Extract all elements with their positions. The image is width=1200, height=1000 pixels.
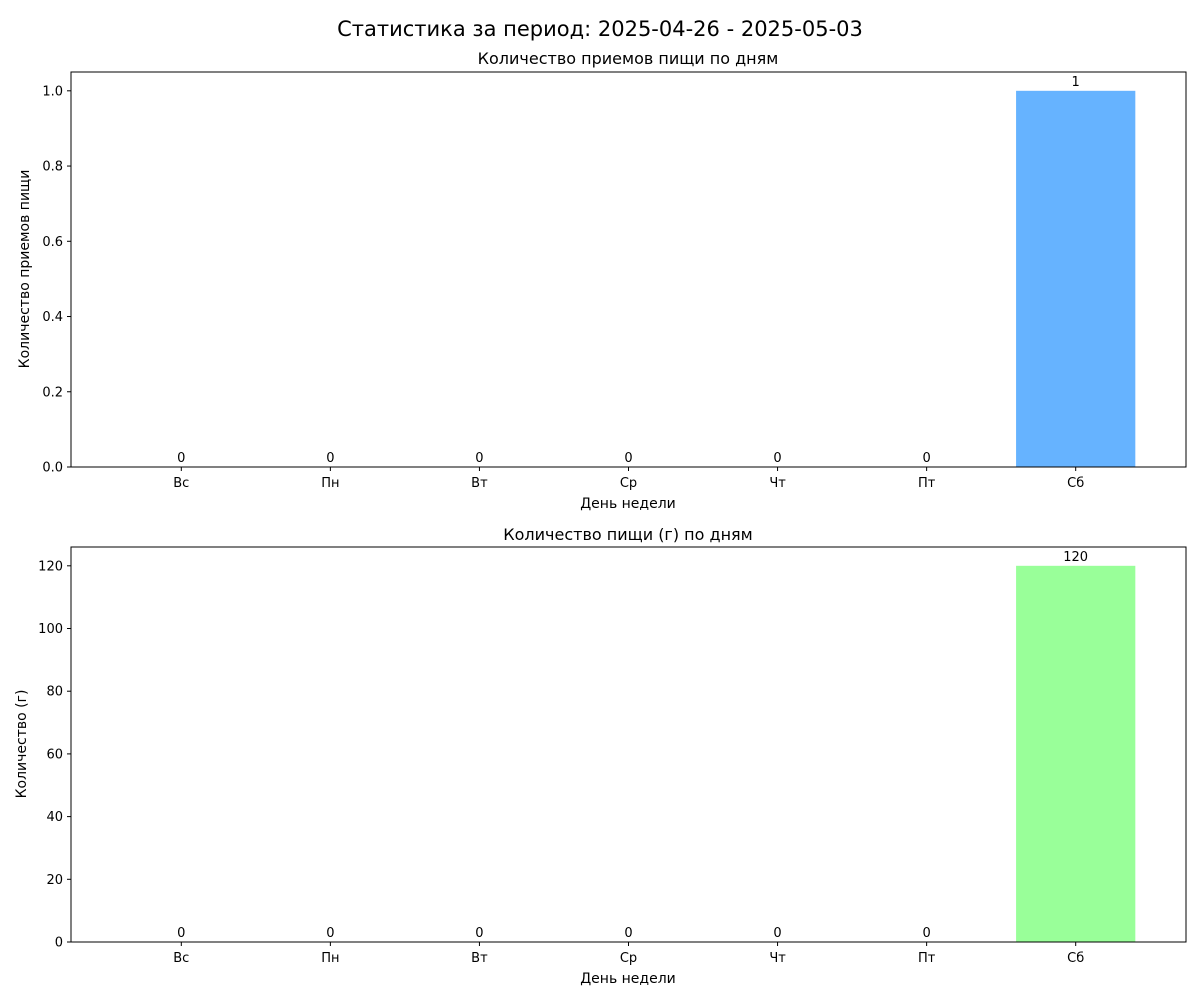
x-tick-label-2: Вт xyxy=(471,951,488,966)
y-axis-label: Количество (г) xyxy=(14,690,30,799)
bar-6 xyxy=(1016,565,1136,942)
data-label-4: 0 xyxy=(773,926,781,941)
x-tick-label-6: Сб xyxy=(1067,476,1084,491)
chart-title: Количество приемов пищи по дням xyxy=(478,49,779,68)
y-tick-label-1: 0.2 xyxy=(42,385,63,400)
data-label-3: 0 xyxy=(624,451,632,466)
data-label-0: 0 xyxy=(177,451,185,466)
x-tick-label-5: Пт xyxy=(918,476,936,491)
x-axis-label: День недели xyxy=(580,971,676,987)
x-tick-label-3: Ср xyxy=(620,476,637,491)
y-tick-label-0: 0.0 xyxy=(42,461,63,476)
y-tick-label-5: 100 xyxy=(38,622,63,637)
data-label-6: 1 xyxy=(1072,75,1080,90)
y-tick-label-5: 1.0 xyxy=(42,84,63,99)
meals-count-chart: Количество приемов пищи по дням День нед… xyxy=(17,49,1187,512)
bar-6 xyxy=(1016,90,1136,468)
plot-frame xyxy=(70,546,1187,943)
data-label-1: 0 xyxy=(326,451,334,466)
chart-title: Количество пищи (г) по дням xyxy=(503,525,752,544)
data-label-4: 0 xyxy=(773,451,781,466)
data-label-0: 0 xyxy=(177,926,185,941)
data-label-1: 0 xyxy=(326,926,334,941)
data-label-6: 120 xyxy=(1063,550,1088,565)
plot-frame xyxy=(70,71,1187,468)
y-axis-label: Количество приемов пищи xyxy=(17,170,33,369)
y-tick-label-2: 40 xyxy=(46,810,63,825)
figure-suptitle: Статистика за период: 2025-04-26 - 2025-… xyxy=(337,17,863,41)
y-tick-label-0: 0 xyxy=(55,936,63,951)
x-tick-label-4: Чт xyxy=(769,951,786,966)
y-tick-label-2: 0.4 xyxy=(42,310,63,325)
data-label-3: 0 xyxy=(624,926,632,941)
data-label-5: 0 xyxy=(922,926,930,941)
x-tick-label-0: Вс xyxy=(173,476,189,491)
y-tick-label-6: 120 xyxy=(38,559,63,574)
x-tick-label-6: Сб xyxy=(1067,951,1084,966)
y-tick-label-1: 20 xyxy=(46,873,63,888)
y-tick-label-4: 80 xyxy=(46,685,63,700)
data-label-2: 0 xyxy=(475,451,483,466)
data-label-2: 0 xyxy=(475,926,483,941)
x-axis-label: День недели xyxy=(580,496,676,512)
x-tick-label-2: Вт xyxy=(471,476,488,491)
x-tick-label-0: Вс xyxy=(173,951,189,966)
y-tick-label-3: 0.6 xyxy=(42,235,63,250)
food-amount-chart: Количество пищи (г) по дням День недели … xyxy=(14,525,1187,987)
y-tick-label-4: 0.8 xyxy=(42,160,63,175)
data-label-5: 0 xyxy=(922,451,930,466)
x-tick-label-4: Чт xyxy=(769,476,786,491)
x-tick-label-3: Ср xyxy=(620,951,637,966)
y-tick-label-3: 60 xyxy=(46,747,63,762)
x-tick-label-1: Пн xyxy=(321,476,339,491)
x-tick-label-1: Пн xyxy=(321,951,339,966)
x-tick-label-5: Пт xyxy=(918,951,936,966)
